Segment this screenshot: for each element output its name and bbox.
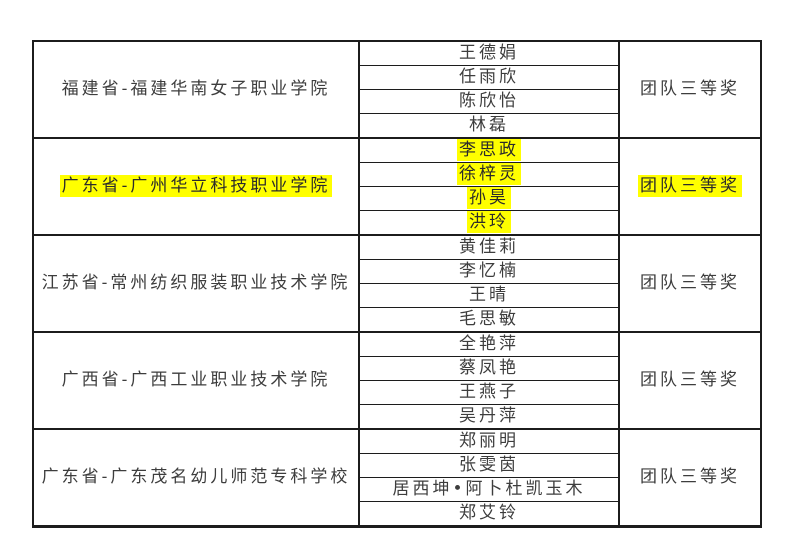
member-cell: 王燕子 [358,380,620,405]
award-label: 团队三等奖 [640,370,740,390]
member-name: 郑艾铃 [459,503,519,523]
awards-table-body: 福建省-福建华南女子职业学院 王德娟 团队三等奖 任雨欣 陈欣怡 林磊 广东省-广州华立科技… [32,40,762,528]
member-cell: 居西坤•阿卜杜凯玉木 [358,477,620,502]
member-row: 李忆楠 [33,259,761,284]
award-cell: 团队三等奖 [618,428,762,528]
member-row: 王晴 [33,283,761,308]
member-cell: 李忆楠 [358,259,620,284]
member-row: 王燕子 [33,380,761,405]
member-name: 孙昊 [467,187,511,209]
member-row: 任雨欣 [33,65,761,90]
school-cell: 广西省-广西工业职业技术学院 [32,331,360,430]
award-cell: 团队三等奖 [618,40,762,139]
member-name: 徐梓灵 [457,163,521,185]
school-name: 福建省-福建华南女子职业学院 [61,79,331,99]
member-row: 广东省-广州华立科技职业学院 李思政团队三等奖 [32,137,762,236]
school-cell: 福建省-福建华南女子职业学院 [32,40,360,139]
member-cell: 李思政 [358,137,620,163]
member-name: 全艳萍 [459,334,519,354]
school-cell: 广东省-广东茂名幼儿师范专科学校 [32,428,360,528]
member-cell: 毛思敏 [358,307,620,333]
member-cell: 蔡凤艳 [358,356,620,381]
award-cell: 团队三等奖 [618,331,762,430]
member-row: 孙昊 [33,186,761,211]
member-cell: 王德娟 [358,40,620,66]
school-cell: 广东省-广州华立科技职业学院 [32,137,360,236]
award-label: 团队三等奖 [640,467,740,487]
member-cell: 王晴 [358,283,620,308]
awards-table: 福建省-福建华南女子职业学院 王德娟 团队三等奖 任雨欣 陈欣怡 林磊 广东省-广州华立科技… [32,40,762,528]
school-name: 江苏省-常州纺织服装职业技术学院 [41,273,351,293]
member-name: 张雯茵 [459,455,519,475]
school-name: 广东省-广州华立科技职业学院 [59,175,333,197]
member-name: 李思政 [457,139,521,161]
member-cell: 陈欣怡 [358,89,620,114]
member-cell: 张雯茵 [358,453,620,478]
member-name: 林磊 [469,115,509,135]
member-name: 李忆楠 [459,261,519,281]
member-name: 洪玲 [467,211,511,233]
member-name: 蔡凤艳 [459,358,519,378]
member-row: 广西省-广西工业职业技术学院 全艳萍团队三等奖 [32,331,762,430]
member-cell: 孙昊 [358,186,620,211]
member-cell: 全艳萍 [358,331,620,357]
member-row: 郑艾铃 [33,501,761,527]
member-name: 吴丹萍 [459,406,519,426]
member-name: 陈欣怡 [459,91,519,111]
award-label: 团队三等奖 [638,175,742,197]
member-row: 广东省-广东茂名幼儿师范专科学校 郑丽明团队三等奖 [32,428,762,528]
member-row: 江苏省-常州纺织服装职业技术学院 黄佳莉团队三等奖 [32,234,762,333]
member-name: 王德娟 [459,43,519,63]
member-name: 居西坤•阿卜杜凯玉木 [392,479,586,499]
member-name: 王燕子 [459,382,519,402]
award-cell: 团队三等奖 [618,234,762,333]
school-name: 广东省-广东茂名幼儿师范专科学校 [41,467,351,487]
member-name: 王晴 [469,285,509,305]
member-row: 洪玲 [33,210,761,236]
member-row: 福建省-福建华南女子职业学院 王德娟团队三等奖 [32,40,762,139]
award-label: 团队三等奖 [640,79,740,99]
member-cell: 洪玲 [358,210,620,236]
member-cell: 吴丹萍 [358,404,620,430]
award-label: 团队三等奖 [640,273,740,293]
member-cell: 任雨欣 [358,65,620,90]
member-cell: 郑丽明 [358,428,620,454]
school-cell: 江苏省-常州纺织服装职业技术学院 [32,234,360,333]
member-row: 陈欣怡 [33,89,761,114]
member-name: 任雨欣 [459,67,519,87]
member-row: 吴丹萍 [33,404,761,430]
member-cell: 徐梓灵 [358,162,620,187]
member-cell: 林磊 [358,113,620,139]
member-cell: 郑艾铃 [358,501,620,527]
member-cell: 黄佳莉 [358,234,620,260]
member-name: 郑丽明 [459,431,519,451]
school-name: 广西省-广西工业职业技术学院 [61,370,331,390]
member-name: 黄佳莉 [459,237,519,257]
member-name: 毛思敏 [459,309,519,329]
member-row: 徐梓灵 [33,162,761,187]
award-cell: 团队三等奖 [618,137,762,236]
